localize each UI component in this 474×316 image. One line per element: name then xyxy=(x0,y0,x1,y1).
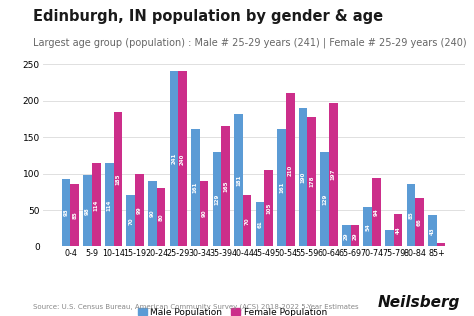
Bar xyxy=(372,178,381,246)
Bar xyxy=(221,126,230,246)
Bar xyxy=(286,93,294,246)
Text: 80: 80 xyxy=(158,214,164,221)
Text: 70: 70 xyxy=(128,217,133,225)
Text: 70: 70 xyxy=(245,217,250,225)
Bar xyxy=(320,152,329,246)
Bar xyxy=(277,129,286,246)
Bar xyxy=(200,181,209,246)
Text: 85: 85 xyxy=(409,212,413,219)
Bar xyxy=(264,170,273,246)
Text: 93: 93 xyxy=(64,209,69,216)
Bar xyxy=(170,71,178,246)
Text: 99: 99 xyxy=(137,207,142,214)
Text: 114: 114 xyxy=(107,199,112,210)
Bar xyxy=(127,195,135,246)
Text: 105: 105 xyxy=(266,203,271,214)
Bar xyxy=(71,185,79,246)
Text: Edinburgh, IN population by gender & age: Edinburgh, IN population by gender & age xyxy=(33,9,383,24)
Text: 44: 44 xyxy=(395,227,401,234)
Text: 90: 90 xyxy=(201,210,207,217)
Bar xyxy=(364,207,372,246)
Bar xyxy=(62,179,71,246)
Bar xyxy=(308,117,316,246)
Bar xyxy=(428,215,437,246)
Bar xyxy=(83,175,92,246)
Text: 178: 178 xyxy=(309,176,314,187)
Bar xyxy=(105,163,114,246)
Bar xyxy=(191,129,200,246)
Text: 240: 240 xyxy=(180,153,185,165)
Bar xyxy=(148,181,156,246)
Text: 85: 85 xyxy=(72,212,77,219)
Bar xyxy=(385,230,393,246)
Bar xyxy=(234,114,243,246)
Text: 29: 29 xyxy=(352,232,357,240)
Bar xyxy=(178,71,187,246)
Text: 190: 190 xyxy=(301,172,306,183)
Text: 114: 114 xyxy=(94,199,99,210)
Bar xyxy=(243,195,251,246)
Text: 29: 29 xyxy=(344,232,349,240)
Text: 129: 129 xyxy=(322,194,327,205)
Text: Neilsberg: Neilsberg xyxy=(377,295,460,310)
Bar xyxy=(342,225,351,246)
Bar xyxy=(329,103,337,246)
Text: Largest age group (population) : Male # 25-29 years (241) | Female # 25-29 years: Largest age group (population) : Male # … xyxy=(33,38,467,48)
Text: 98: 98 xyxy=(85,207,90,215)
Bar xyxy=(135,174,144,246)
Bar xyxy=(213,152,221,246)
Bar xyxy=(156,188,165,246)
Bar xyxy=(415,198,424,246)
Text: 210: 210 xyxy=(288,164,293,175)
Bar xyxy=(299,108,308,246)
Text: 43: 43 xyxy=(430,227,435,235)
Bar xyxy=(393,214,402,246)
Text: 161: 161 xyxy=(193,182,198,193)
Text: 129: 129 xyxy=(214,194,219,205)
Text: 241: 241 xyxy=(172,153,176,164)
Text: Source: U.S. Census Bureau, American Community Survey (ACS) 2018-2022 5-Year Est: Source: U.S. Census Bureau, American Com… xyxy=(33,303,359,310)
Text: 185: 185 xyxy=(115,173,120,185)
Bar xyxy=(114,112,122,246)
Text: 90: 90 xyxy=(150,210,155,217)
Text: 161: 161 xyxy=(279,182,284,193)
Bar xyxy=(256,202,264,246)
Bar xyxy=(407,185,415,246)
Text: 181: 181 xyxy=(236,175,241,186)
Bar xyxy=(437,243,446,246)
Text: 61: 61 xyxy=(257,221,263,228)
Text: 197: 197 xyxy=(331,169,336,180)
Bar xyxy=(351,225,359,246)
Text: 66: 66 xyxy=(417,219,422,226)
Legend: Male Population, Female Population: Male Population, Female Population xyxy=(134,304,331,316)
Bar xyxy=(92,163,100,246)
Text: 94: 94 xyxy=(374,208,379,216)
Text: 165: 165 xyxy=(223,180,228,192)
Text: 54: 54 xyxy=(365,223,370,231)
